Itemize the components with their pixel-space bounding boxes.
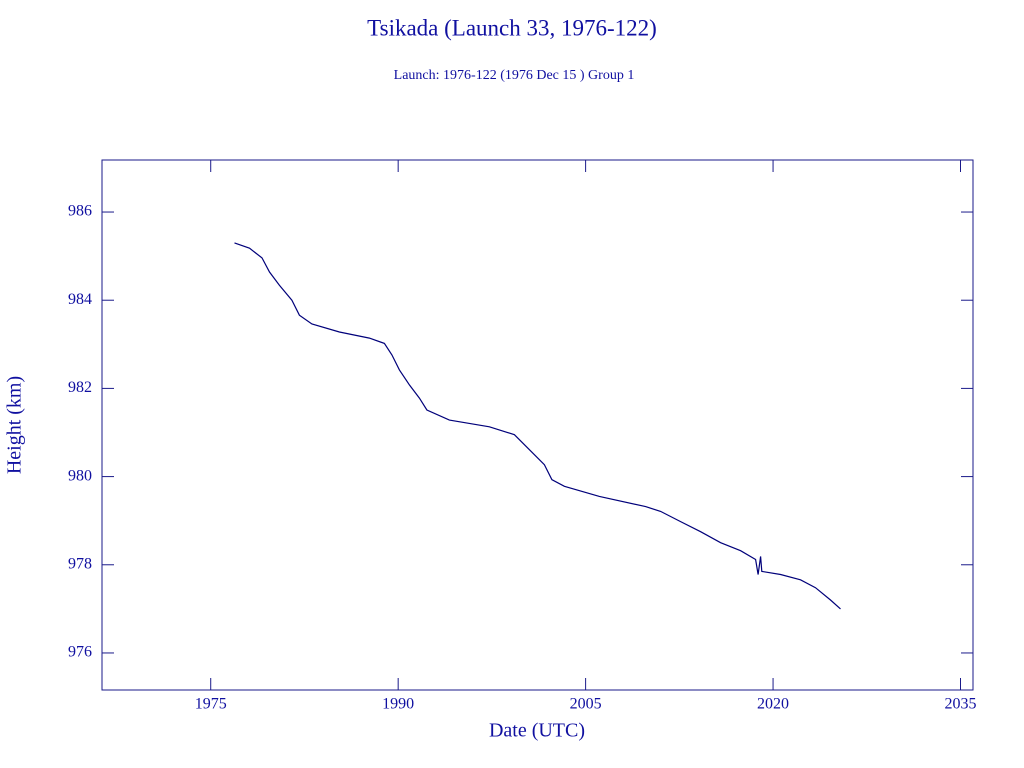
plot-frame <box>101 159 974 691</box>
y-tick-label: 976 <box>68 644 92 661</box>
x-tick-label: 2005 <box>570 696 602 713</box>
y-tick-label: 986 <box>68 203 92 220</box>
x-tick-label: 2020 <box>757 696 789 713</box>
x-tick-label: 2035 <box>945 696 977 713</box>
x-tick-label: 1975 <box>195 696 227 713</box>
y-axis-label: Height (km) <box>4 376 26 474</box>
x-axis-label: Date (UTC) <box>489 720 585 742</box>
y-tick-label: 982 <box>68 379 92 396</box>
x-tick-label: 1990 <box>382 696 414 713</box>
y-tick-label: 984 <box>68 291 92 308</box>
y-tick-label: 980 <box>68 467 92 484</box>
chart-title: Tsikada (Launch 33, 1976-122) <box>367 15 657 40</box>
chart-subtitle: Launch: 1976-122 (1976 Dec 15 ) Group 1 <box>394 68 635 83</box>
data-line <box>234 242 841 610</box>
y-tick-label: 978 <box>68 555 92 572</box>
